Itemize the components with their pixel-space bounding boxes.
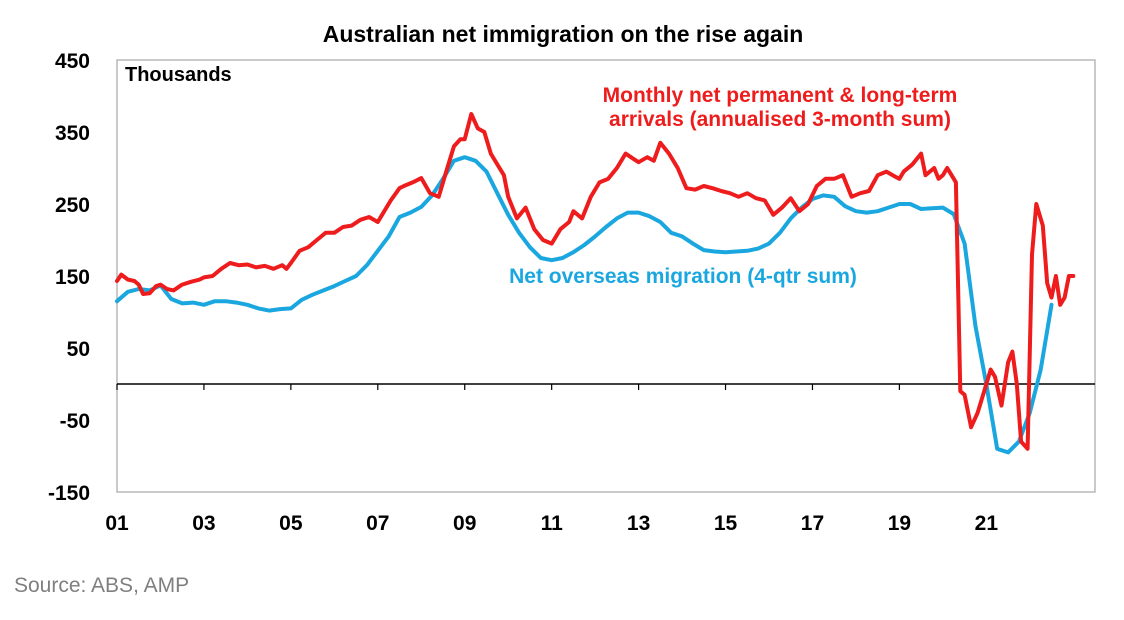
red-series-annotation: arrivals (annualised 3-month sum) — [609, 108, 951, 131]
x-tick-label: 15 — [714, 512, 738, 535]
y-tick-label: 250 — [55, 194, 90, 217]
x-tick-label: 03 — [192, 512, 215, 535]
y-tick-label: -150 — [48, 482, 90, 505]
y-tick-label: -50 — [60, 410, 90, 433]
y-tick-label: 50 — [67, 338, 90, 361]
x-tick-label: 13 — [627, 512, 650, 535]
x-tick-label: 21 — [975, 512, 999, 535]
source-note: Source: ABS, AMP — [14, 574, 189, 597]
x-tick-label: 19 — [888, 512, 911, 535]
x-axis-ticks — [116, 384, 987, 390]
y-axis-tick-labels: 450 350 250 150 50 -50 -150 — [48, 50, 90, 505]
series-annotations: Monthly net permanent & long-termarrival… — [509, 84, 957, 288]
x-tick-label: 01 — [105, 512, 129, 535]
y-tick-label: 150 — [55, 266, 90, 289]
x-tick-label: 09 — [453, 512, 476, 535]
y-tick-label: 450 — [55, 50, 90, 73]
unit-label: Thousands — [125, 64, 232, 86]
chart-title: Australian net immigration on the rise a… — [323, 21, 804, 47]
x-tick-label: 05 — [279, 512, 303, 535]
blue-series-annotation: Net overseas migration (4-qtr sum) — [509, 265, 857, 288]
x-tick-label: 17 — [801, 512, 824, 535]
red-series-annotation: Monthly net permanent & long-term — [603, 84, 958, 107]
plot-frame — [116, 59, 1096, 493]
x-tick-label: 11 — [541, 512, 564, 535]
series-line-blue-nom — [115, 155, 1054, 455]
y-tick-label: 350 — [55, 122, 90, 145]
x-tick-label: 07 — [366, 512, 389, 535]
series-lines — [115, 112, 1076, 455]
series-line-red-arrivals — [115, 112, 1076, 451]
x-axis-tick-labels: 01 03 05 07 09 11 13 15 17 19 21 — [105, 512, 998, 535]
